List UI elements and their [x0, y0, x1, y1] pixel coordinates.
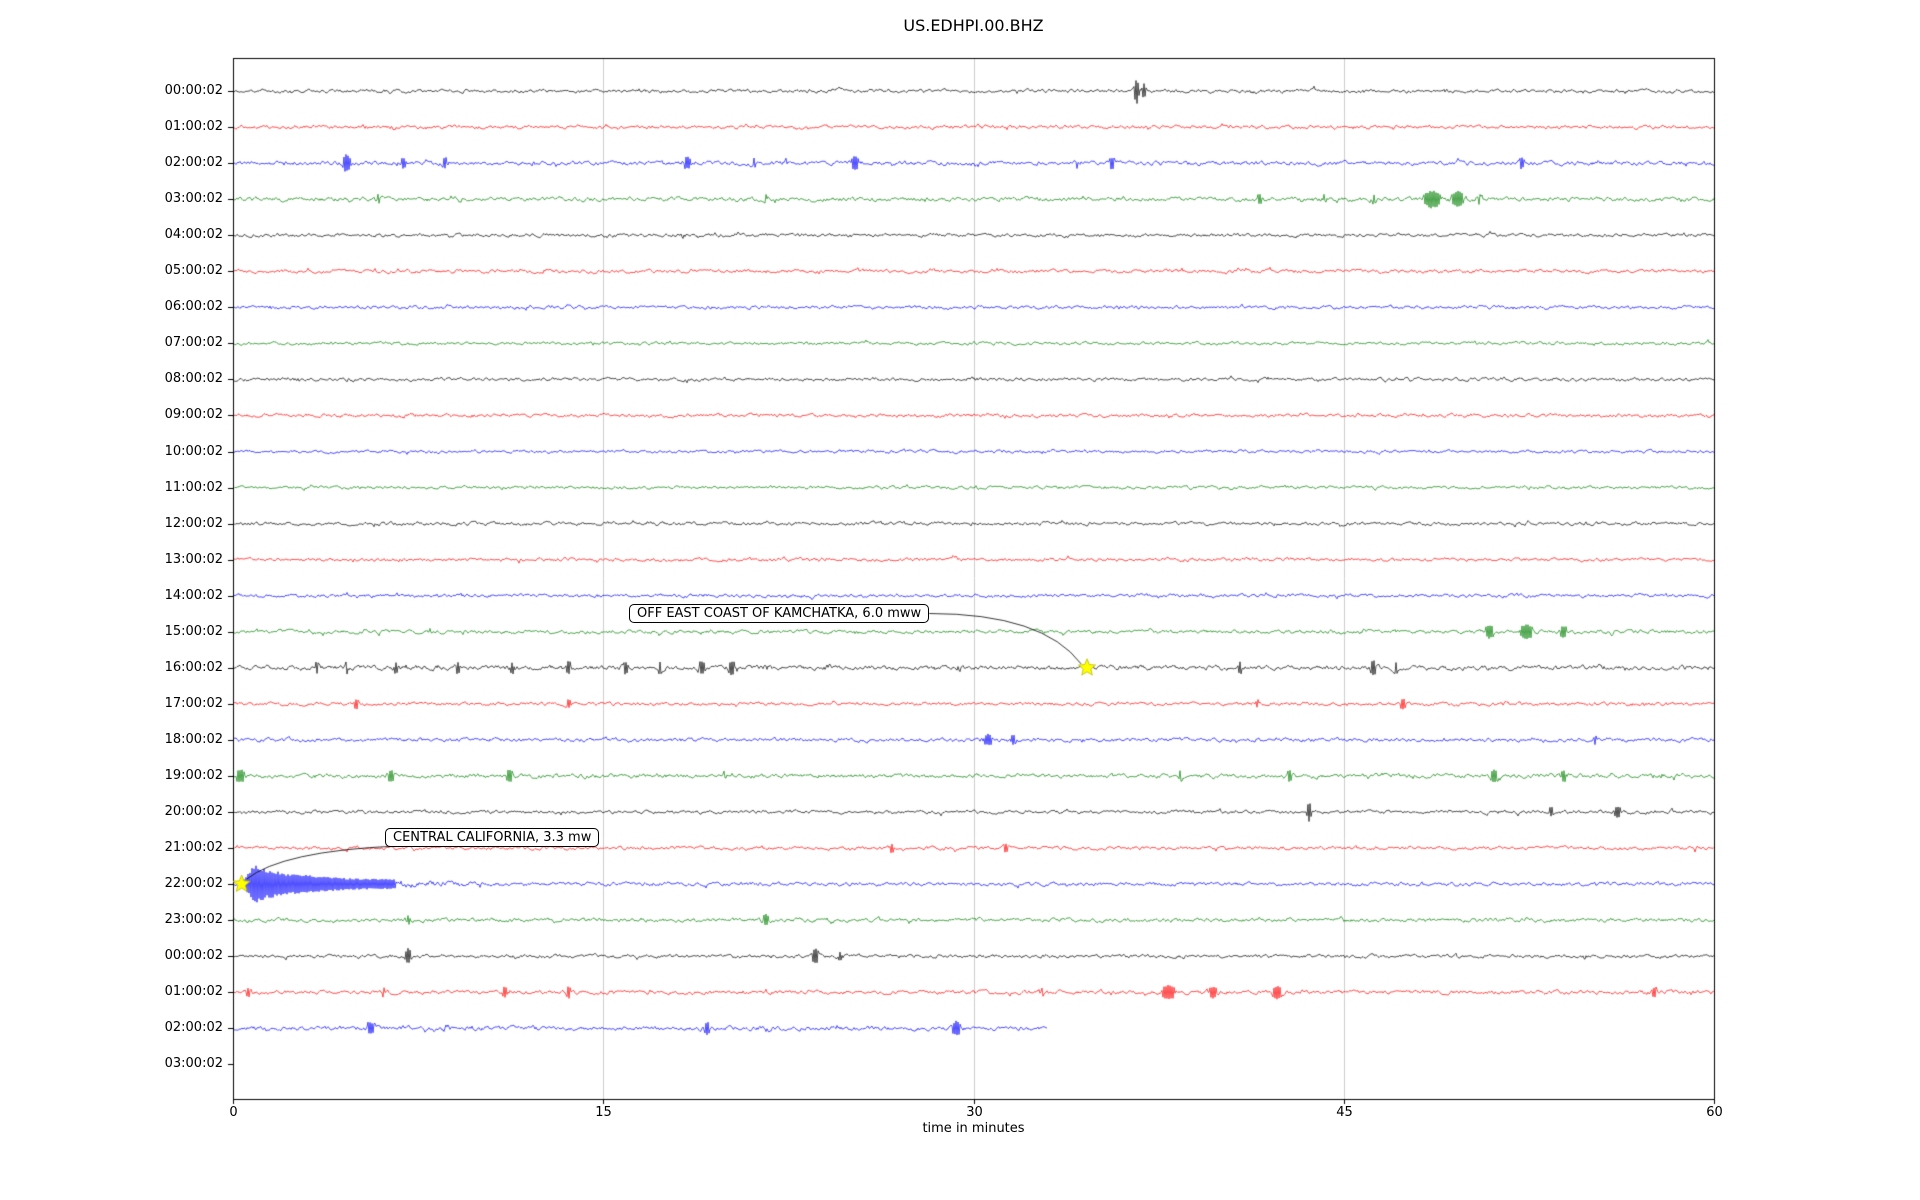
plot-title: US.EDHPI.00.BHZ	[903, 16, 1044, 35]
trace-row-label: 07:00:02	[164, 335, 223, 351]
trace-row-label: 22:00:02	[164, 876, 223, 892]
trace-row-label: 15:00:02	[164, 623, 223, 639]
x-tick-label: 30	[966, 1105, 983, 1120]
trace-row-label: 21:00:02	[164, 840, 223, 856]
trace-row-label: 06:00:02	[164, 299, 223, 315]
trace-row-label: 18:00:02	[164, 731, 223, 747]
trace-row-label: 01:00:02	[164, 984, 223, 1000]
trace-row-label: 00:00:02	[164, 948, 223, 964]
trace-row-label: 04:00:02	[164, 227, 223, 243]
trace-row-label: 08:00:02	[164, 371, 223, 387]
trace-row-label: 03:00:02	[164, 191, 223, 207]
event-annotation-kamchatka: OFF EAST COAST OF KAMCHATKA, 6.0 mww	[629, 604, 930, 623]
x-tick-label: 0	[229, 1105, 238, 1120]
x-tick-label: 15	[595, 1105, 612, 1120]
trace-row-label: 00:00:02	[164, 83, 223, 98]
trace-row-label: 02:00:02	[164, 155, 223, 171]
event-annotation-central-california: CENTRAL CALIFORNIA, 3.3 mw	[385, 828, 600, 847]
trace-row-label: 10:00:02	[164, 443, 223, 459]
trace-row-label: 16:00:02	[164, 659, 223, 675]
x-tick-label: 60	[1706, 1105, 1723, 1120]
trace-row-label: 20:00:02	[164, 804, 223, 819]
trace-row-label: 05:00:02	[164, 263, 223, 279]
trace-row-label: 23:00:02	[164, 912, 223, 928]
trace-row-label: 09:00:02	[164, 407, 223, 423]
trace-row-label: 17:00:02	[164, 695, 223, 711]
trace-row-label: 12:00:02	[164, 515, 223, 531]
x-tick-label: 45	[1336, 1105, 1353, 1120]
trace-row-label: 19:00:02	[164, 767, 223, 783]
trace-row-label: 01:00:02	[164, 119, 223, 135]
trace-row-label: 03:00:02	[164, 1056, 223, 1072]
x-axis-label: time in minutes	[922, 1121, 1025, 1136]
trace-row-label: 13:00:02	[164, 551, 223, 567]
trace-row-label: 11:00:02	[164, 479, 223, 495]
trace-row-label: 02:00:02	[164, 1020, 223, 1036]
trace-row-label: 14:00:02	[164, 587, 223, 603]
